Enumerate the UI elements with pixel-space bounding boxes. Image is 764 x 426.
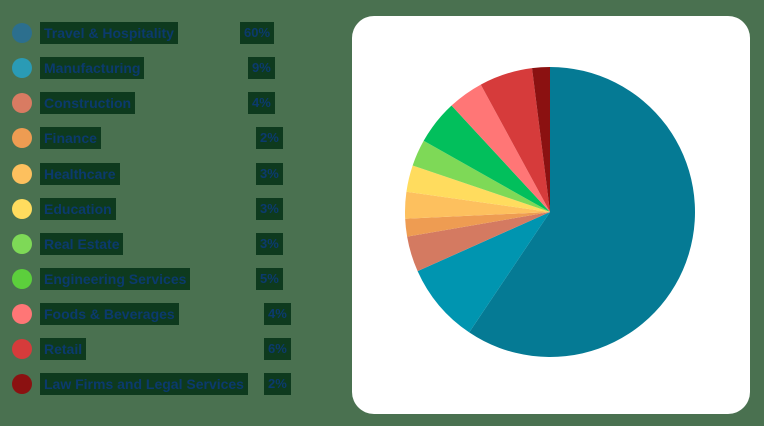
legend-percent: 9% — [248, 57, 275, 79]
pie-slice — [406, 165, 550, 212]
legend-item: Travel & Hospitality 60% — [10, 20, 300, 46]
legend-label: Engineering Services — [40, 268, 191, 290]
legend-dot-icon — [12, 93, 32, 113]
legend-dot-icon — [12, 304, 32, 324]
legend-label: Real Estate — [40, 233, 124, 255]
pie-slice — [423, 105, 550, 212]
legend-label: Finance — [40, 127, 101, 149]
legend-item: Retail 6% — [10, 336, 300, 362]
legend-dot-icon — [12, 23, 32, 43]
legend-label: Law Firms and Legal Services — [40, 373, 248, 395]
legend-item: Construction 4% — [10, 90, 300, 116]
legend-item: Foods & Beverages 4% — [10, 301, 300, 327]
legend-item: Healthcare 3% — [10, 161, 300, 187]
pie-slice — [451, 84, 550, 212]
legend-dot-icon — [12, 269, 32, 289]
pie-slice — [407, 212, 550, 272]
legend-label: Education — [40, 198, 116, 220]
legend-item: Engineering Services 5% — [10, 266, 300, 292]
legend-percent: 2% — [264, 373, 291, 395]
legend-label: Foods & Beverages — [40, 303, 179, 325]
legend-label: Retail — [40, 338, 87, 360]
legend-dot-icon — [12, 234, 32, 254]
legend-dot-icon — [12, 58, 32, 78]
legend-label: Healthcare — [40, 163, 120, 185]
legend-dot-icon — [12, 374, 32, 394]
legend-percent: 3% — [256, 198, 283, 220]
pie-slice — [417, 212, 550, 333]
legend-percent: 5% — [256, 268, 283, 290]
legend-percent: 4% — [248, 92, 275, 114]
legend-item: Law Firms and Legal Services 2% — [10, 371, 300, 397]
legend-dot-icon — [12, 199, 32, 219]
legend-percent: 3% — [256, 163, 283, 185]
legend-dot-icon — [12, 339, 32, 359]
legend-label: Travel & Hospitality — [40, 22, 178, 44]
legend-item: Real Estate 3% — [10, 231, 300, 257]
legend-dot-icon — [12, 128, 32, 148]
legend-item: Manufacturing 9% — [10, 55, 300, 81]
pie-slice — [412, 140, 550, 212]
pie-slice — [469, 67, 696, 358]
pie-chart — [405, 67, 696, 358]
legend-item: Education 3% — [10, 196, 300, 222]
legend-item: Finance 2% — [10, 125, 300, 151]
legend-percent: 3% — [256, 233, 283, 255]
pie-slice — [532, 67, 550, 212]
legend-percent: 4% — [264, 303, 291, 325]
legend-label: Manufacturing — [40, 57, 145, 79]
pie-slice — [405, 212, 550, 237]
legend-percent: 60% — [240, 22, 275, 44]
pie-slice — [480, 68, 550, 212]
legend-label: Construction — [40, 92, 136, 114]
legend-dot-icon — [12, 164, 32, 184]
legend-percent: 2% — [256, 127, 283, 149]
legend-percent: 6% — [264, 338, 291, 360]
pie-slice — [405, 191, 550, 219]
